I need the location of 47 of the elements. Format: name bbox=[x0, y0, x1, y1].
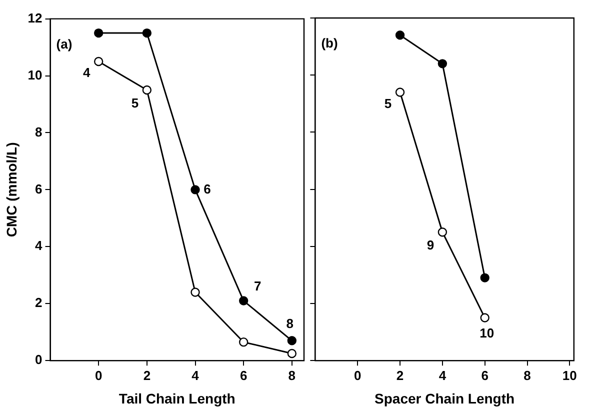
annotation: (a) bbox=[56, 36, 72, 52]
point bbox=[438, 59, 448, 68]
point bbox=[480, 273, 490, 282]
annotation: 9 bbox=[426, 238, 434, 253]
point bbox=[94, 28, 104, 38]
y-tick-label: 0 bbox=[35, 352, 42, 368]
point bbox=[238, 337, 248, 347]
y-tick-label: 2 bbox=[35, 295, 42, 310]
y-tick-label: 10 bbox=[28, 67, 42, 82]
point bbox=[395, 30, 405, 40]
point bbox=[287, 348, 297, 358]
x-tick-label: 0 bbox=[354, 368, 362, 383]
x-tick-label: 4 bbox=[438, 368, 447, 383]
point bbox=[190, 185, 200, 194]
annotation: 5 bbox=[384, 96, 392, 111]
point bbox=[190, 288, 200, 297]
x-tick-label: 6 bbox=[240, 368, 248, 383]
x-tick-label: 8 bbox=[288, 368, 296, 383]
y-tick-label: 12 bbox=[28, 10, 42, 26]
annotation: 7 bbox=[254, 278, 262, 294]
annotation: 8 bbox=[286, 316, 294, 332]
x-axis-title: Spacer Chain Length bbox=[374, 390, 515, 406]
annotation: (b) bbox=[321, 36, 338, 51]
x-tick-label: 2 bbox=[143, 368, 151, 383]
y-tick-label: 6 bbox=[35, 181, 42, 196]
point bbox=[238, 296, 248, 306]
y-tick-label: 4 bbox=[35, 238, 44, 254]
x-tick-label: 4 bbox=[192, 368, 200, 383]
x-tick-label: 6 bbox=[481, 368, 488, 383]
point bbox=[94, 56, 104, 66]
annotation: 10 bbox=[480, 325, 494, 340]
y-tick-label: 8 bbox=[35, 124, 42, 140]
point bbox=[142, 28, 152, 38]
point bbox=[287, 336, 297, 346]
x-axis-title: Tail Chain Length bbox=[118, 390, 236, 406]
annotation: 6 bbox=[204, 181, 211, 196]
x-tick-label: 0 bbox=[94, 368, 102, 383]
annotation: 4 bbox=[82, 65, 91, 80]
y-axis-title: CMC (mmol/L) bbox=[3, 142, 20, 238]
x-tick-label: 8 bbox=[524, 368, 531, 383]
point bbox=[142, 85, 152, 95]
x-tick-label: 10 bbox=[562, 368, 577, 383]
x-tick-label: 2 bbox=[396, 368, 404, 383]
annotation: 5 bbox=[131, 96, 139, 111]
point bbox=[480, 313, 490, 322]
point bbox=[438, 228, 448, 237]
point bbox=[395, 88, 405, 97]
